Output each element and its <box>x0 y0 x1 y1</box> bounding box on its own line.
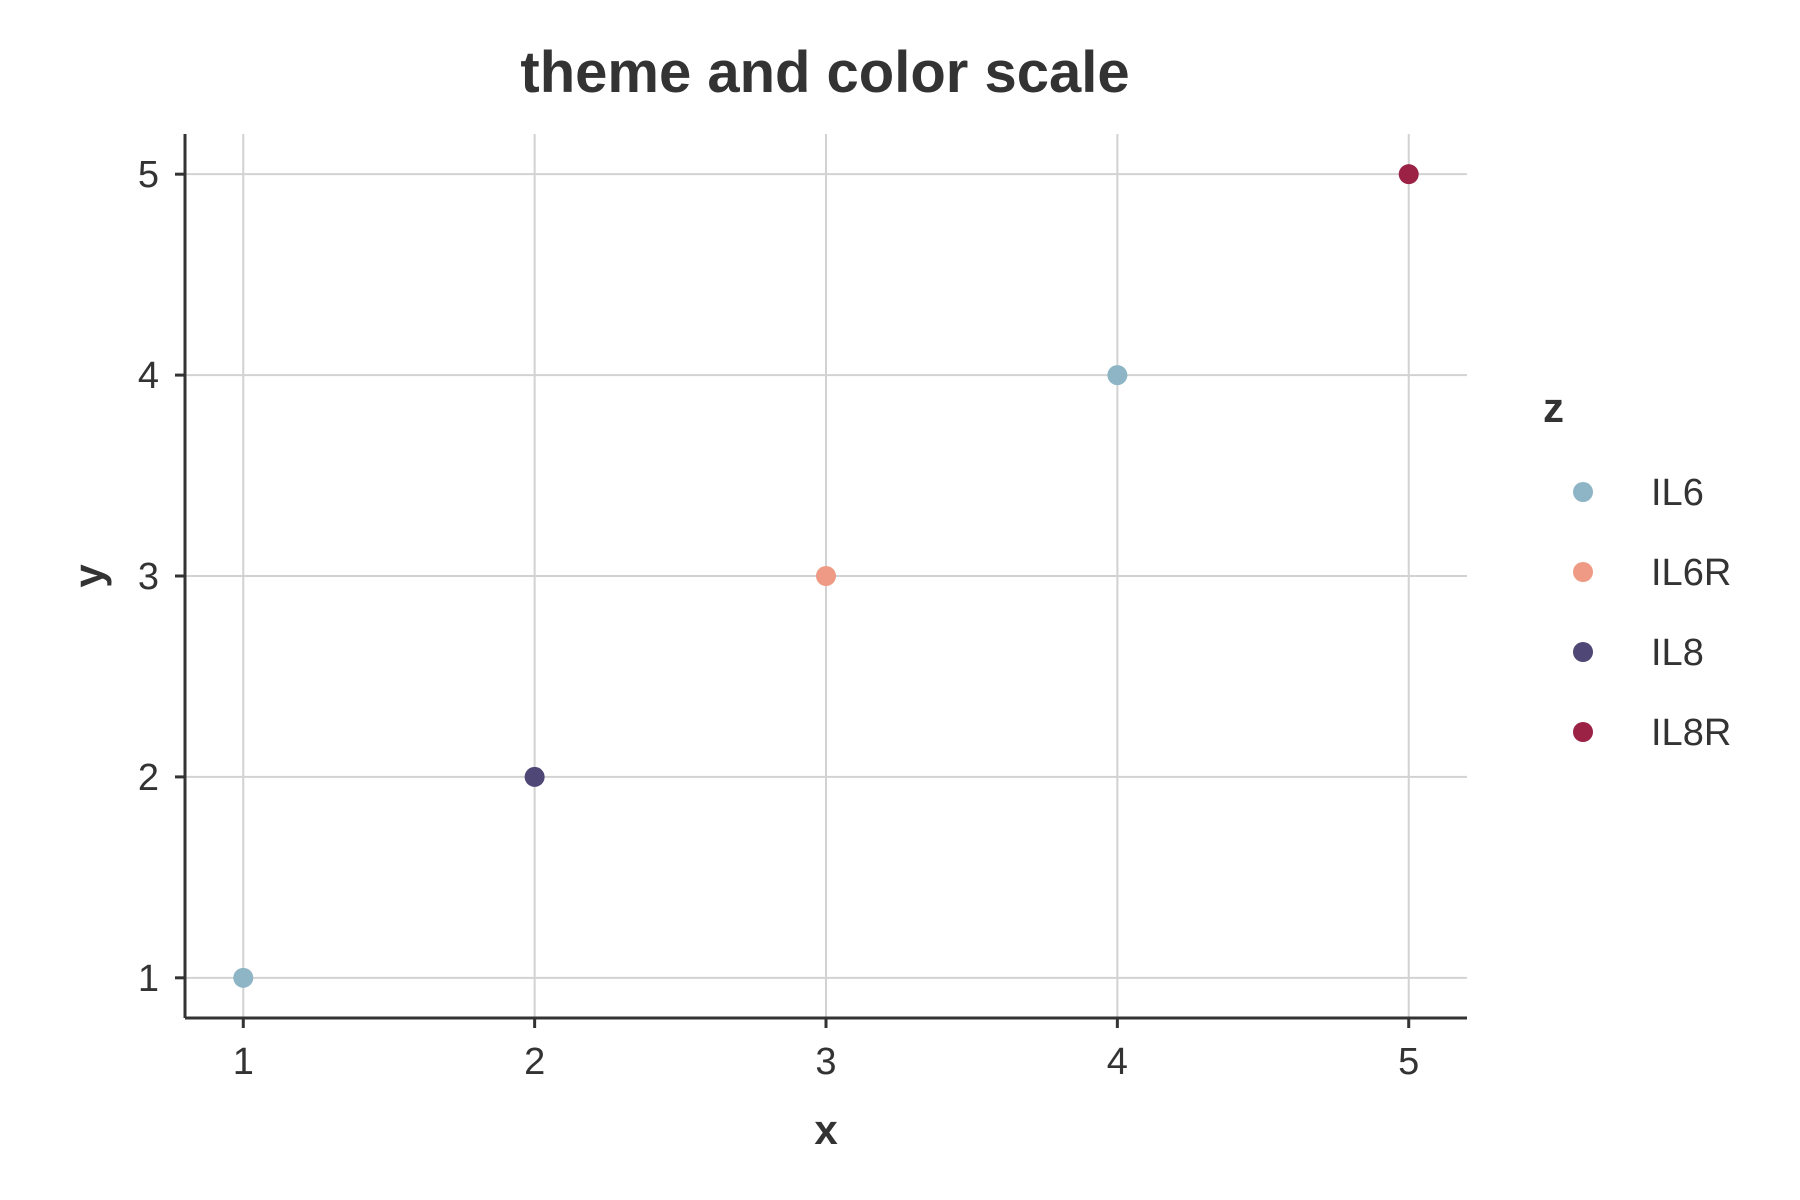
y-tick-label: 1 <box>138 958 159 1000</box>
legend-label-il8r: IL8R <box>1651 712 1731 754</box>
grid <box>185 134 1467 1018</box>
legend-key-il8 <box>1573 642 1593 662</box>
y-tick-label: 4 <box>138 355 159 397</box>
legend-key-il6 <box>1573 482 1593 502</box>
data-point-il8 <box>524 766 545 787</box>
legend-label-il6r: IL6R <box>1651 552 1731 594</box>
y-tick-label: 2 <box>138 757 159 799</box>
x-tick-label: 1 <box>233 1041 254 1083</box>
x-tick-label: 2 <box>524 1041 545 1083</box>
legend-key-il6r <box>1573 562 1593 582</box>
x-tick-label: 3 <box>815 1041 836 1083</box>
y-tick-label: 3 <box>138 556 159 598</box>
x-axis-label: x <box>814 1106 838 1153</box>
data-point-il6 <box>233 967 254 988</box>
data-point-il8r <box>1398 164 1419 185</box>
legend-label-il8: IL8 <box>1651 632 1704 674</box>
legend-key-il8r <box>1573 722 1593 742</box>
legend-label-il6: IL6 <box>1651 472 1704 514</box>
ticks: 1 2 3 4 5 1 2 3 4 5 <box>138 154 1419 1083</box>
x-tick-label: 4 <box>1107 1041 1128 1083</box>
data-point-il6r <box>816 566 836 586</box>
y-axis-label: y <box>65 564 112 588</box>
y-tick-label: 5 <box>138 154 159 196</box>
legend: z IL6 IL6R IL8 IL8R <box>1543 384 1731 754</box>
data-point-il6 <box>1107 365 1128 386</box>
x-tick-label: 5 <box>1398 1041 1419 1083</box>
chart-title: theme and color scale <box>520 40 1129 105</box>
legend-title: z <box>1543 384 1564 431</box>
data-points <box>233 164 1419 988</box>
